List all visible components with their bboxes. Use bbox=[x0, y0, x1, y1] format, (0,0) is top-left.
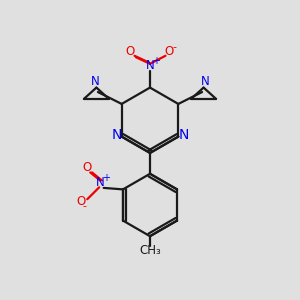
Text: N: N bbox=[178, 128, 189, 142]
Text: O: O bbox=[164, 45, 174, 58]
Text: +: + bbox=[102, 173, 110, 183]
Text: N: N bbox=[96, 176, 104, 189]
Text: -: - bbox=[83, 201, 87, 211]
Text: O: O bbox=[77, 195, 86, 208]
Text: N: N bbox=[111, 128, 122, 142]
Text: O: O bbox=[125, 45, 135, 58]
Text: O: O bbox=[82, 160, 91, 174]
Text: CH₃: CH₃ bbox=[139, 244, 161, 257]
Text: -: - bbox=[172, 42, 176, 52]
Text: N: N bbox=[91, 75, 99, 88]
Text: N: N bbox=[146, 59, 154, 72]
Text: N: N bbox=[201, 75, 209, 88]
Text: +: + bbox=[152, 56, 160, 66]
